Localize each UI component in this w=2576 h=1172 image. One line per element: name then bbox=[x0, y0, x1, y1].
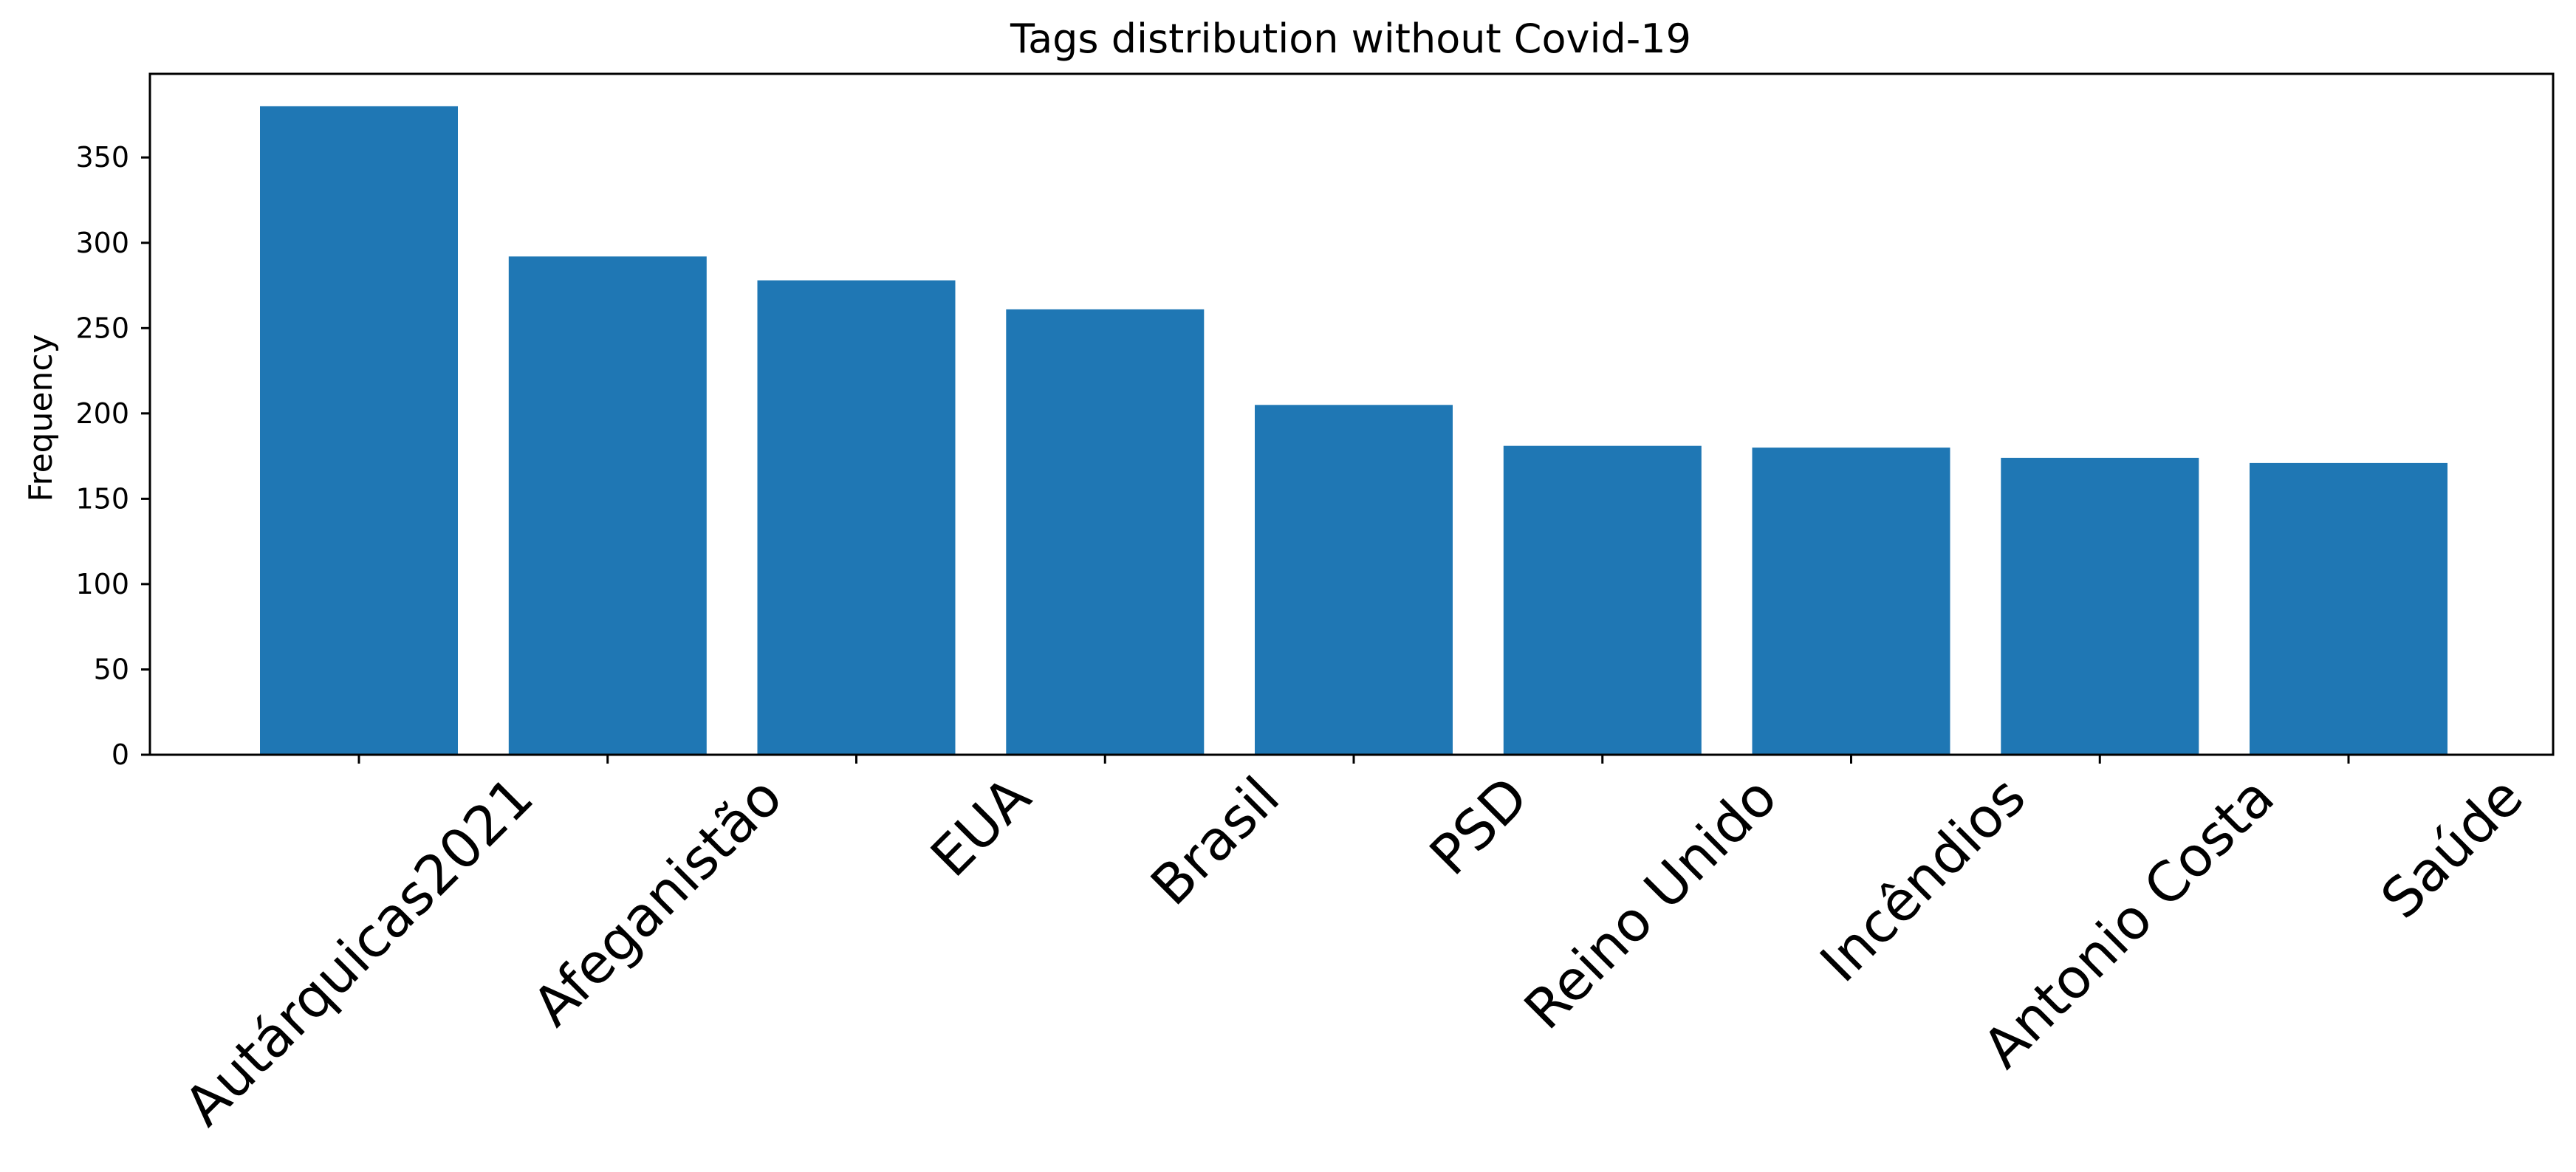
y-tick-label: 200 bbox=[75, 397, 129, 430]
y-tick-label: 100 bbox=[75, 568, 129, 600]
x-tick-label: Incêndios bbox=[1809, 765, 2038, 995]
x-tick-label: Afeganistão bbox=[521, 765, 794, 1038]
bar-5 bbox=[1503, 445, 1702, 755]
x-tick-label: PSD bbox=[1418, 765, 1541, 888]
x-tick-label: Brasil bbox=[1139, 765, 1292, 918]
y-tick-label: 50 bbox=[94, 654, 129, 686]
bar-1 bbox=[508, 256, 707, 755]
chart-title: Tags distribution without Covid-19 bbox=[1010, 16, 1691, 62]
y-tick-label: 0 bbox=[112, 739, 129, 771]
bar-6 bbox=[1752, 448, 1950, 755]
x-tick-label: Reino Unido bbox=[1513, 765, 1789, 1042]
x-tick-label: EUA bbox=[919, 765, 1043, 889]
bar-8 bbox=[2250, 462, 2447, 755]
y-tick-label: 150 bbox=[75, 482, 129, 515]
y-axis-ticks: 0 50 100 150 200 250 300 350 bbox=[75, 141, 150, 771]
y-axis-label: Frequency bbox=[22, 334, 60, 501]
bar-4 bbox=[1255, 405, 1453, 755]
bar-0 bbox=[260, 106, 458, 755]
y-tick-label: 350 bbox=[75, 141, 129, 174]
plot-area-frame bbox=[148, 72, 2555, 756]
y-tick-label: 300 bbox=[75, 227, 129, 259]
bar-3 bbox=[1006, 309, 1205, 755]
x-tick-label: Saúde bbox=[2369, 765, 2535, 931]
bar-2 bbox=[757, 280, 956, 755]
bar-7 bbox=[2001, 457, 2199, 755]
bars-layer bbox=[260, 106, 2447, 755]
y-tick-label: 250 bbox=[75, 312, 129, 344]
x-tick-label: Autárquicas2021 bbox=[173, 765, 546, 1138]
